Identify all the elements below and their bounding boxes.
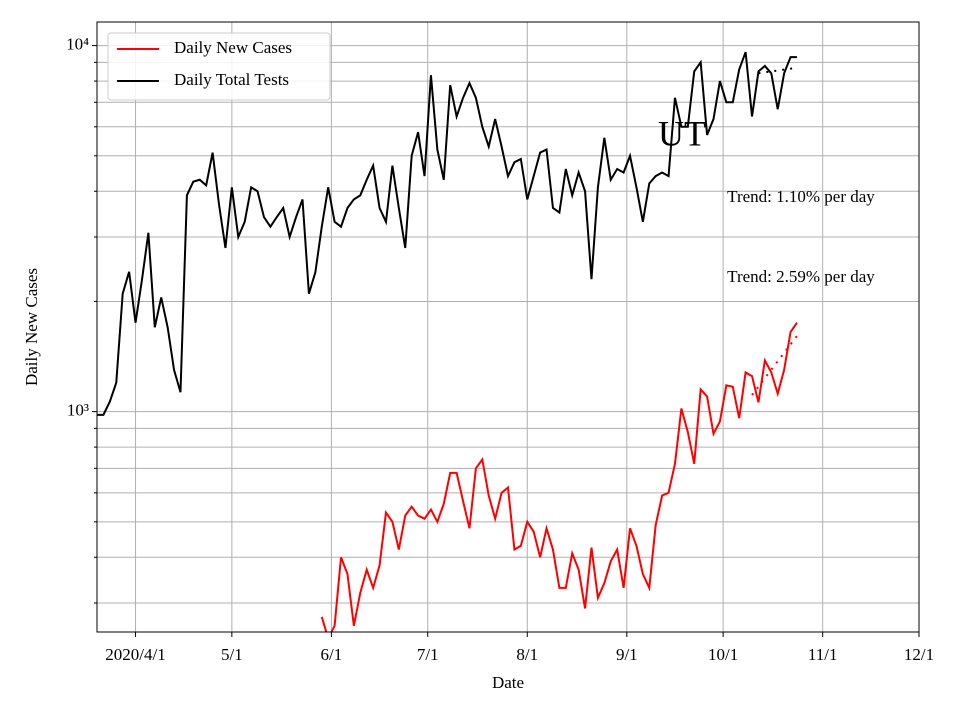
plot-frame xyxy=(96,21,920,633)
trend-line xyxy=(758,66,798,75)
x-tick-label: 2020/4/1 xyxy=(105,645,165,664)
x-tick-label: 10/1 xyxy=(708,645,738,664)
x-tick-label: 7/1 xyxy=(417,645,439,664)
y-tick-label: 10⁴ xyxy=(66,34,89,53)
x-tick-label: 8/1 xyxy=(516,645,538,664)
chart-title: UT xyxy=(658,113,706,153)
data-line xyxy=(320,322,798,632)
annotation: Trend: 1.10% per day xyxy=(727,187,875,206)
legend-label: Daily Total Tests xyxy=(174,70,289,89)
x-tick-label: 6/1 xyxy=(321,645,343,664)
data-line xyxy=(97,51,797,416)
legend: Daily New Cases Daily Total Tests xyxy=(107,32,331,101)
x-axis-label: Date xyxy=(492,673,524,692)
legend-box xyxy=(107,32,331,101)
annotation: Trend: 2.59% per day xyxy=(727,267,875,286)
y-tick-label: 10³ xyxy=(67,401,89,420)
y-axis-label: Daily New Cases xyxy=(22,268,41,386)
grid xyxy=(97,22,920,632)
x-tick-label: 12/1 xyxy=(904,645,934,664)
x-tick-label: 11/1 xyxy=(808,645,838,664)
plot-area xyxy=(97,51,798,632)
x-tick-label: 9/1 xyxy=(616,645,638,664)
legend-label: Daily New Cases xyxy=(174,38,292,57)
x-tick-label: 5/1 xyxy=(221,645,243,664)
